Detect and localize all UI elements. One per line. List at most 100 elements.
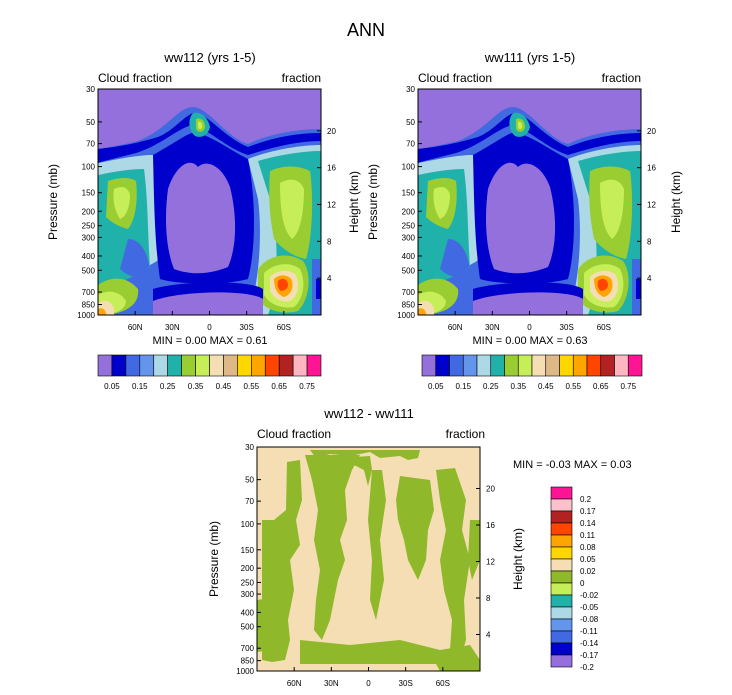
- colorbar-swatch: [550, 630, 573, 644]
- y2-tick-label: 8: [647, 237, 652, 246]
- difference-field: [257, 447, 480, 671]
- colorbar-label: 0.65: [271, 382, 287, 391]
- colorbar-label: -0.17: [580, 651, 599, 660]
- colorbar-label: 0.25: [160, 382, 176, 391]
- right-header: fraction: [282, 71, 321, 85]
- y-tick-label: 200: [241, 564, 255, 573]
- colorbar-label: 0.05: [428, 382, 444, 391]
- y-tick-label: 150: [82, 189, 96, 198]
- colorbar-label: 0.15: [455, 382, 471, 391]
- colorbar-swatch: [550, 594, 573, 608]
- y2-tick-label: 4: [327, 274, 332, 283]
- colorbar-label: 0.65: [593, 382, 609, 391]
- colorbar-label: -0.2: [580, 663, 594, 672]
- x-tick-label: 60S: [436, 679, 450, 688]
- colorbar-swatch: [550, 642, 573, 656]
- colorbar-swatch: [550, 570, 573, 584]
- colorbar-label: 0.45: [216, 382, 232, 391]
- y-tick-label: 200: [82, 207, 96, 216]
- colorbar-swatch: [251, 354, 266, 377]
- colorbar-label: 0.75: [620, 382, 636, 391]
- colorbar-label: 0.05: [580, 555, 596, 564]
- colorbar-swatch: [306, 354, 322, 377]
- colorbar-swatch: [545, 354, 560, 377]
- panel-difference: ww112 - ww111 Cloud fraction fraction 30…: [207, 406, 632, 688]
- colorbar-label: -0.02: [580, 591, 599, 600]
- x-tick-label: 30N: [485, 323, 500, 332]
- y-tick-label: 150: [402, 189, 416, 198]
- colorbar-swatch: [462, 354, 478, 377]
- y-tick-label: 50: [406, 118, 415, 127]
- y-tick-label: 70: [86, 140, 95, 149]
- x-tick-label: 60S: [277, 323, 291, 332]
- x-tick-label: 0: [366, 679, 371, 688]
- colorbar-label: 0.15: [132, 382, 148, 391]
- y2-tick-label: 12: [647, 201, 656, 210]
- colorbar-swatch: [476, 354, 492, 377]
- colorbar-swatch: [550, 558, 573, 572]
- x-tick-label: 30S: [560, 323, 574, 332]
- y2-tick-label: 8: [327, 237, 332, 246]
- colorbar-swatch: [600, 354, 615, 377]
- y-tick-label: 700: [402, 288, 416, 297]
- colorbar-swatch: [550, 546, 573, 560]
- colorbar-label: 0.45: [538, 382, 554, 391]
- colorbar-swatch: [97, 354, 113, 377]
- colorbar-swatch: [550, 606, 573, 620]
- colorbar-swatch: [435, 354, 450, 377]
- colorbar-swatch: [550, 522, 573, 536]
- x-tick-label: 30N: [324, 679, 339, 688]
- x-tick-label: 30S: [240, 323, 254, 332]
- x-tick-label: 0: [207, 323, 212, 332]
- colorbar-label: 0.05: [104, 382, 120, 391]
- right-header: fraction: [446, 427, 485, 441]
- colorbar-label: 0.2: [580, 495, 592, 504]
- y2-tick-label: 12: [486, 557, 495, 566]
- y2-tick-label: 20: [486, 484, 495, 493]
- y-tick-label: 200: [402, 207, 416, 216]
- y-tick-label: 850: [82, 301, 96, 310]
- y-tick-label: 1000: [397, 311, 415, 320]
- y-axis-label: Pressure (mb): [46, 164, 60, 240]
- x-tick-label: 0: [527, 323, 532, 332]
- min-max-label: MIN = 0.00 MAX = 0.61: [153, 335, 268, 347]
- y-tick-label: 300: [82, 233, 96, 242]
- colorbar-label: 0.35: [510, 382, 526, 391]
- colorbar-label: -0.05: [580, 603, 599, 612]
- panel-title: ww112 (yrs 1-5): [163, 50, 256, 65]
- colorbar-swatch: [167, 354, 182, 377]
- panel-ww111: ww111 (yrs 1-5) Cloud fraction fraction …: [366, 50, 683, 391]
- colorbar-swatch: [550, 618, 573, 632]
- y2-tick-label: 16: [327, 164, 336, 173]
- colorbar-swatch: [572, 354, 588, 377]
- panel-ww112: ww112 (yrs 1-5) Cloud fraction fraction …: [46, 50, 361, 391]
- left-header: Cloud fraction: [418, 71, 492, 85]
- colorbar-label: 0.17: [580, 507, 596, 516]
- left-header: Cloud fraction: [98, 71, 172, 85]
- y-axis-label: Pressure (mb): [366, 164, 380, 240]
- y-tick-label: 500: [402, 266, 416, 275]
- colorbar-label: 0.14: [580, 519, 596, 528]
- y2-axis-label: Height (km): [511, 528, 525, 590]
- y-tick-label: 400: [82, 252, 96, 261]
- colorbar-swatch: [292, 354, 308, 377]
- colorbar-swatch: [153, 354, 168, 377]
- colorbar-swatch: [223, 354, 238, 377]
- colorbar-swatch: [490, 354, 505, 377]
- colorbar-label: -0.08: [580, 615, 599, 624]
- y-tick-label: 50: [245, 476, 254, 485]
- y-tick-label: 700: [241, 644, 255, 653]
- colorbar-swatch: [550, 534, 573, 548]
- y-tick-label: 100: [82, 163, 96, 172]
- y2-tick-label: 4: [486, 630, 491, 639]
- page-title: ANN: [347, 20, 385, 40]
- contour-field: [98, 89, 321, 315]
- x-tick-label: 30N: [165, 323, 180, 332]
- y-tick-label: 50: [86, 118, 95, 127]
- y-tick-label: 30: [86, 85, 95, 94]
- contour-field: [418, 89, 641, 315]
- y-tick-label: 30: [245, 443, 254, 452]
- colorbar-swatch: [449, 354, 464, 377]
- min-max-label: MIN = 0.00 MAX = 0.63: [473, 335, 588, 347]
- y-tick-label: 100: [241, 520, 255, 529]
